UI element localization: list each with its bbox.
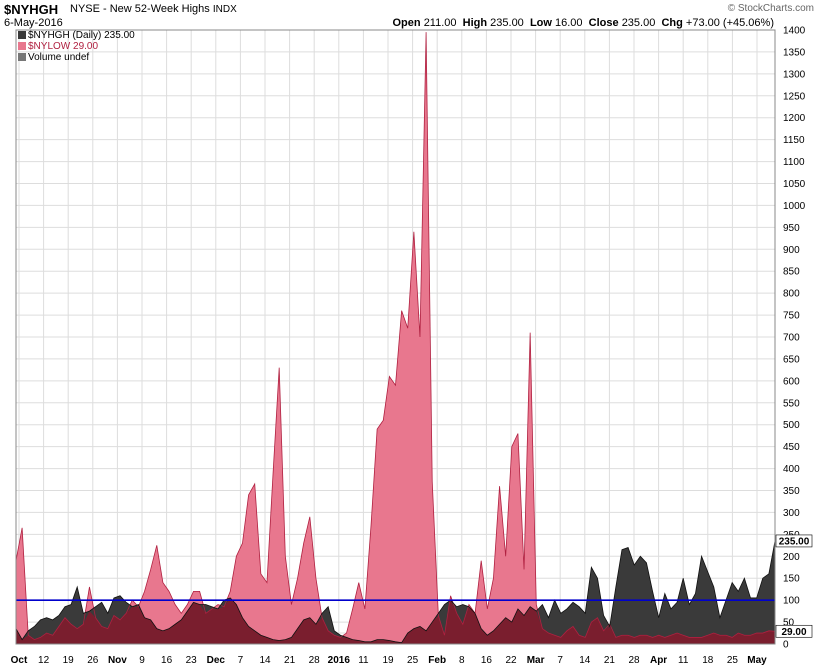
x-tick-label: 16 xyxy=(481,655,493,666)
x-tick-label: 2016 xyxy=(328,655,351,666)
y-tick-label: 150 xyxy=(783,574,800,585)
x-tick-label: 28 xyxy=(628,655,640,666)
x-tick-label: 14 xyxy=(579,655,591,666)
x-tick-label: 21 xyxy=(284,655,296,666)
x-tick-label: Apr xyxy=(650,655,667,666)
nyhgh-swatch-icon xyxy=(18,31,26,39)
x-tick-label: Mar xyxy=(527,655,545,666)
y-tick-label: 900 xyxy=(783,245,800,256)
x-tick-label: 9 xyxy=(139,655,145,666)
x-tick-label: 14 xyxy=(259,655,271,666)
legend-volume-label: Volume undef xyxy=(28,52,90,63)
low-label: Low xyxy=(529,17,552,29)
y-axis-ticks: 0255010015020025030035040045050055060065… xyxy=(783,26,806,651)
y-tick-label: 50 xyxy=(783,618,795,629)
x-tick-label: 28 xyxy=(309,655,321,666)
y-tick-label: 600 xyxy=(783,376,800,387)
high-label: High xyxy=(462,17,488,29)
y-tick-label: 500 xyxy=(783,420,800,431)
chart-date: 6-May-2016 xyxy=(4,17,63,29)
y-tick-label: 950 xyxy=(783,223,800,234)
x-tick-label: 22 xyxy=(505,655,517,666)
y-tick-label: 550 xyxy=(783,398,800,409)
open-value: 211.00 xyxy=(423,17,457,29)
plot-frame xyxy=(15,29,776,645)
open-label: Open xyxy=(392,17,421,29)
y-tick-label: 0 xyxy=(783,640,789,651)
x-tick-label: 16 xyxy=(161,655,173,666)
legend-nylow: $NYLOW 29.00 xyxy=(18,41,98,52)
x-tick-label: 25 xyxy=(727,655,739,666)
y-tick-label: 1350 xyxy=(783,47,806,58)
y-tick-label: 700 xyxy=(783,333,800,344)
nylow-line xyxy=(15,32,776,641)
chg-label: Chg xyxy=(661,17,683,29)
x-tick-label: 25 xyxy=(407,655,419,666)
y-tick-label: 850 xyxy=(783,267,800,278)
x-tick-label: 7 xyxy=(557,655,563,666)
nyhgh-line xyxy=(15,540,776,644)
y-tick-label: 1400 xyxy=(783,26,806,37)
last-value-tags: 235.00 29.00 xyxy=(775,534,813,638)
x-tick-label: 26 xyxy=(87,655,99,666)
y-tick-label: 100 xyxy=(783,596,800,607)
overlap-area xyxy=(16,597,775,644)
stockcharts-logo[interactable]: © StockCharts.com xyxy=(727,3,814,14)
x-tick-label: Dec xyxy=(207,655,226,666)
last-nyhgh-label: 235.00 xyxy=(779,536,810,547)
y-tick-label: 1000 xyxy=(783,201,806,212)
x-tick-label: Nov xyxy=(108,655,127,666)
y-tick-label: 800 xyxy=(783,289,800,300)
y-tick-label: 650 xyxy=(783,354,800,365)
y-tick-label: 300 xyxy=(783,508,800,519)
nylow-area xyxy=(16,32,775,644)
x-tick-label: Feb xyxy=(428,655,446,666)
last-nyhgh-box xyxy=(775,534,813,548)
x-tick-label: May xyxy=(747,655,767,666)
index-label: INDX xyxy=(212,4,237,15)
x-tick-label: 11 xyxy=(358,655,369,666)
x-tick-label: 19 xyxy=(63,655,75,666)
close-label: Close xyxy=(588,17,619,29)
y-tick-label: 750 xyxy=(783,311,800,322)
x-tick-label: 11 xyxy=(678,655,689,666)
y-tick-label: 1250 xyxy=(783,91,806,102)
y-tick-label: 1300 xyxy=(783,69,806,80)
series-areas xyxy=(15,32,776,644)
low-value: 16.00 xyxy=(555,17,583,29)
x-tick-label: Oct xyxy=(11,655,28,666)
y-tick-label: 1150 xyxy=(783,135,805,146)
volume-swatch-icon xyxy=(18,53,26,61)
y-tick-label: 1200 xyxy=(783,113,806,124)
legend-nyhgh-label: $NYHGH (Daily) 235.00 xyxy=(28,30,135,41)
legend-nylow-label: $NYLOW 29.00 xyxy=(28,41,99,52)
close-value: 235.00 xyxy=(621,17,656,29)
y-tick-label: 350 xyxy=(783,486,800,497)
x-tick-label: 18 xyxy=(702,655,714,666)
x-tick-label: 23 xyxy=(186,655,198,666)
chg-value: +73.00 (+45.06%) xyxy=(685,17,774,29)
last-nylow-box xyxy=(775,624,813,638)
y-tick-label: 200 xyxy=(783,552,800,563)
y-tick-label: 450 xyxy=(783,442,800,453)
y-tick-label: 1050 xyxy=(783,179,806,190)
last-nylow-label: 29.00 xyxy=(781,627,806,638)
symbol-title: $NYHGH xyxy=(4,2,59,17)
high-value: 235.00 xyxy=(490,17,524,29)
x-tick-label: 8 xyxy=(459,655,465,666)
y-tick-label: 400 xyxy=(783,464,800,475)
legend-nyhgh: $NYHGH (Daily) 235.00 xyxy=(18,30,135,41)
symbol-description: NYSE - New 52-Week Highs INDX xyxy=(70,3,237,15)
x-tick-label: 12 xyxy=(38,655,50,666)
ohlc-readout: Open 211.00 High 235.00 Low 16.00 Close … xyxy=(393,17,775,29)
description-text: NYSE - New 52-Week Highs xyxy=(70,3,210,15)
y-tick-label: 1100 xyxy=(783,157,805,168)
nylow-swatch-icon xyxy=(18,42,26,50)
x-axis-ticks: Oct 12 19 26 Nov 9 16 23 Dec 7 14 21 28 2016 11 19 25 Feb… xyxy=(11,655,768,666)
x-tick-label: 21 xyxy=(604,655,616,666)
x-tick-label: 7 xyxy=(238,655,244,666)
legend-volume: Volume undef xyxy=(18,52,89,63)
x-tick-label: 19 xyxy=(382,655,394,666)
